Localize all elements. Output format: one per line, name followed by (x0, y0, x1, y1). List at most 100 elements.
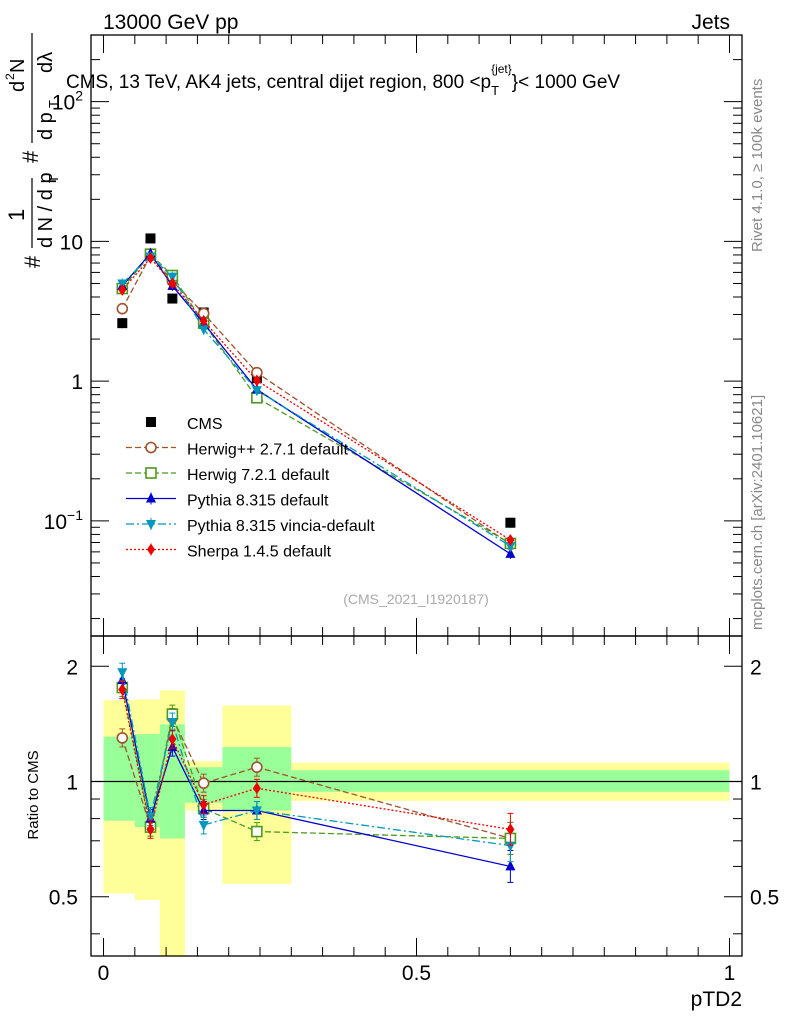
title-sup: {jet} (491, 62, 512, 76)
ratio-xtick-label: 0 (98, 962, 110, 985)
ratio-point-herwig7 (251, 825, 263, 838)
ylabel-hash-left: # (20, 255, 45, 268)
rivet-label: Rivet 4.1.0, ≥ 100k events (749, 79, 766, 252)
point-pythia (505, 547, 516, 558)
point-sherpa (506, 533, 515, 546)
main-ytick-label: 1 (71, 371, 83, 394)
ytick-exponent: 2 (75, 88, 83, 104)
legend-marker-herwig7 (145, 467, 157, 479)
series-sherpa (118, 252, 515, 546)
point-sherpa (252, 374, 261, 387)
ratio-xtick-label: 1 (724, 962, 736, 985)
legend-item-herwig7: Herwig 7.2.1 default (126, 467, 330, 484)
title-sub: T (491, 83, 499, 98)
ratio-point-sherpa (252, 782, 261, 795)
ytick-base: 10 (44, 511, 67, 534)
ratio-point-sherpa (168, 733, 177, 746)
ratio-point-vincia (505, 841, 516, 852)
ylabel-hash-mid: # (18, 150, 43, 163)
ratio-point-vincia (198, 820, 209, 831)
legend-label-sherpa: Sherpa 1.4.5 default (187, 544, 332, 561)
legend-marker-herwigpp (145, 441, 157, 454)
legend-marker-pythia (146, 492, 156, 503)
category-label: Jets (691, 11, 730, 34)
point-data (167, 293, 178, 304)
ratio-series-sherpa (118, 679, 515, 846)
ratio-ytick-label: 2 (66, 656, 78, 679)
ratio-axis-ticks (90, 635, 743, 957)
ratio-ytick-label-right: 1 (750, 772, 762, 795)
ratio-point-sherpa (118, 683, 127, 696)
ratio-panel: 0.5 0.5 1 1 2 2 0 0.5 1 Ratio to CMS pTD2 (25, 635, 779, 1011)
ytick-base: 10 (52, 92, 75, 115)
ratio-point-vincia (117, 668, 128, 679)
ratio-ytick-label-right: 0.5 (750, 887, 779, 910)
legend-item-sherpa: Sherpa 1.4.5 default (126, 543, 332, 561)
ylabel-den: d N / d p (35, 172, 57, 248)
ylabel-one: 1 (4, 209, 29, 221)
legend: CMS Herwig++ 2.7.1 default Herwig 7.2.1 de… (126, 416, 375, 561)
ratio-xlabel: pTD2 (691, 988, 742, 1011)
ratio-ylabel: Ratio to CMS (25, 750, 42, 839)
legend-label-pythia: Pythia 8.315 default (187, 493, 329, 510)
main-ytick-label: 10 (60, 231, 83, 254)
mcplots-label: mcplots.cern.ch [arXiv:2401.10621] (749, 395, 766, 630)
ylabel-num-N: N (7, 59, 29, 73)
title-post: }< 1000 GeV (512, 72, 621, 93)
point-data (117, 318, 128, 329)
ylabel-den-T: T (46, 175, 61, 183)
series-line-herwigpp (121, 254, 511, 545)
ratio-line-pythia (121, 680, 511, 868)
ratio-point-herwigpp (197, 777, 210, 789)
point-herwigpp (116, 302, 129, 315)
chart-title: CMS, 13 TeV, AK4 jets, central dijet reg… (66, 62, 620, 98)
point-sherpa (146, 252, 155, 265)
legend-item-herwigpp: Herwig++ 2.7.1 default (126, 441, 349, 459)
ratio-point-herwigpp (116, 732, 129, 744)
ratio-point-sherpa (146, 823, 155, 836)
ratio-xtick-label: 0.5 (402, 962, 431, 985)
legend-marker-vincia (146, 520, 156, 530)
ratio-line-vincia (121, 672, 511, 847)
ratio-tick-labels: 0.5 0.5 1 1 2 2 0 0.5 1 (49, 656, 779, 985)
title-pre: CMS, 13 TeV, AK4 jets, central dijet reg… (66, 72, 491, 93)
point-sherpa (168, 277, 177, 290)
main-ylabel: # 1 d N / d p T # d 2 N d p T dλ (3, 33, 61, 268)
point-vincia (251, 386, 262, 397)
main-ytick-label: 102 (52, 88, 83, 115)
ratio-point-pythia (505, 860, 516, 871)
analysis-id-label: (CMS_2021_I1920187) (343, 591, 489, 607)
ratio-point-sherpa (199, 798, 208, 811)
series-line-sherpa (121, 257, 511, 541)
ylabel-num-lambda: dλ (35, 52, 57, 73)
ylabel-num-d: d (7, 81, 29, 92)
legend-label-herwig7: Herwig 7.2.1 default (187, 467, 330, 484)
point-sherpa (199, 314, 208, 327)
main-ytick-label: 10−1 (44, 507, 84, 534)
point-sherpa (118, 283, 127, 296)
main-series (116, 233, 517, 559)
energy-label: 13000 GeV pp (103, 11, 238, 34)
legend-label-data: CMS (187, 416, 223, 433)
ylabel-num-T: T (46, 100, 61, 108)
ratio-bands (91, 690, 742, 956)
ratio-ytick-label: 0.5 (49, 887, 78, 910)
point-vincia (198, 325, 209, 336)
ratio-series-vincia (117, 662, 516, 863)
ytick-exponent: −1 (67, 507, 83, 523)
legend-marker-sherpa (147, 543, 155, 556)
point-vincia (505, 542, 516, 553)
ratio-point-herwigpp (251, 761, 263, 773)
ratio-series (116, 662, 517, 883)
ratio-point-vincia (167, 718, 178, 729)
ratio-line-herwigpp (121, 715, 511, 840)
ratio-ytick-label-right: 2 (750, 656, 762, 679)
legend-label-herwigpp: Herwig++ 2.7.1 default (187, 442, 349, 459)
legend-marker-data (146, 417, 156, 427)
band-inner-bin (103, 736, 135, 821)
ratio-ytick-label: 1 (66, 772, 78, 795)
ratio-point-sherpa (506, 823, 515, 836)
legend-item-pythia: Pythia 8.315 default (126, 492, 329, 510)
